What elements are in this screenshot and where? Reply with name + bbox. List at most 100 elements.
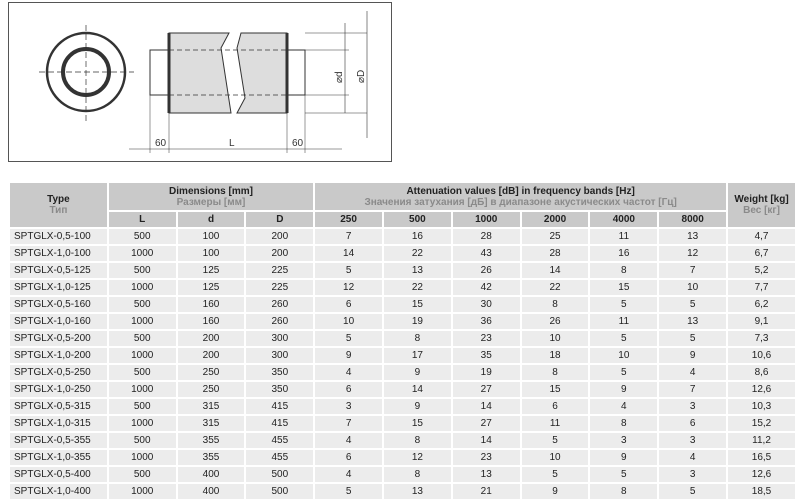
value-cell: 415	[244, 397, 316, 416]
value-cell: 1000	[106, 244, 178, 263]
value-cell: 28	[519, 244, 591, 263]
value-cell: 1000	[106, 346, 178, 365]
type-cell: SPTGLX-1,0-200	[8, 346, 109, 365]
value-cell: 8	[588, 414, 660, 433]
value-cell: 260	[244, 312, 316, 331]
value-cell: 5	[588, 295, 660, 314]
header-weight: Weight [kg] Вес [кг]	[726, 181, 797, 229]
value-cell: 19	[382, 312, 453, 331]
value-cell: 13	[657, 312, 729, 331]
value-cell: 500	[244, 482, 316, 501]
table-row: SPTGLX-0,5-100 500 100 200 7 16 28 25 11 13 4,7	[8, 227, 797, 246]
value-cell: 16,5	[726, 448, 797, 467]
value-cell: 10,6	[726, 346, 797, 365]
value-cell: 355	[175, 431, 247, 450]
value-cell: 7	[313, 227, 384, 246]
value-cell: 315	[175, 414, 247, 433]
value-cell: 12	[382, 448, 453, 467]
specs-table: Type Тип Dimensions [mm] Размеры [мм] Atte…	[8, 181, 797, 501]
value-cell: 200	[244, 227, 316, 246]
type-cell: SPTGLX-1,0-250	[8, 380, 109, 399]
value-cell: 8	[382, 431, 453, 450]
type-cell: SPTGLX-1,0-400	[8, 482, 109, 501]
value-cell: 12	[657, 244, 729, 263]
value-cell: 21	[450, 482, 522, 501]
subheader-cell: 1000	[450, 210, 522, 229]
value-cell: 8	[382, 329, 453, 348]
value-cell: 13	[382, 482, 453, 501]
type-cell: SPTGLX-1,0-125	[8, 278, 109, 297]
value-cell: 400	[175, 465, 247, 484]
value-cell: 5	[588, 465, 660, 484]
value-cell: 15,2	[726, 414, 797, 433]
value-cell: 500	[106, 261, 178, 280]
value-cell: 11	[588, 312, 660, 331]
value-cell: 27	[450, 414, 522, 433]
value-cell: 26	[450, 261, 522, 280]
value-cell: 300	[244, 329, 316, 348]
value-cell: 25	[519, 227, 591, 246]
header-dimensions: Dimensions [mm] Размеры [мм]	[106, 181, 316, 212]
value-cell: 5	[657, 295, 729, 314]
value-cell: 4	[313, 431, 384, 450]
value-cell: 500	[106, 295, 178, 314]
value-cell: 14	[313, 244, 384, 263]
value-cell: 100	[175, 244, 247, 263]
value-cell: 500	[106, 397, 178, 416]
value-cell: 13	[450, 465, 522, 484]
value-cell: 5	[657, 329, 729, 348]
value-cell: 1000	[106, 312, 178, 331]
value-cell: 14	[519, 261, 591, 280]
value-cell: 160	[175, 312, 247, 331]
value-cell: 8,6	[726, 363, 797, 382]
value-cell: 12	[313, 278, 384, 297]
value-cell: 300	[244, 346, 316, 365]
value-cell: 26	[519, 312, 591, 331]
value-cell: 1000	[106, 448, 178, 467]
value-cell: 4,7	[726, 227, 797, 246]
value-cell: 9	[382, 397, 453, 416]
table-row: SPTGLX-1,0-200 1000 200 300 9 17 35 18 10 9 10,6	[8, 346, 797, 365]
value-cell: 15	[382, 295, 453, 314]
table-row: SPTGLX-1,0-315 1000 315 415 7 15 27 11 8 6 15,2	[8, 414, 797, 433]
table-row: SPTGLX-1,0-125 1000 125 225 12 22 42 22 15 10 7,7	[8, 278, 797, 297]
value-cell: 500	[106, 465, 178, 484]
value-cell: 7	[313, 414, 384, 433]
value-cell: 1000	[106, 278, 178, 297]
value-cell: 14	[382, 380, 453, 399]
value-cell: 42	[450, 278, 522, 297]
type-cell: SPTGLX-0,5-200	[8, 329, 109, 348]
value-cell: 6	[313, 295, 384, 314]
dim-outer-diameter: ⌀D	[356, 70, 367, 83]
type-cell: SPTGLX-1,0-100	[8, 244, 109, 263]
value-cell: 3	[313, 397, 384, 416]
value-cell: 16	[382, 227, 453, 246]
table-row: SPTGLX-1,0-160 1000 160 260 10 19 36 26 11 13 9,1	[8, 312, 797, 331]
value-cell: 500	[106, 363, 178, 382]
value-cell: 415	[244, 414, 316, 433]
value-cell: 5	[313, 482, 384, 501]
value-cell: 3	[657, 465, 729, 484]
value-cell: 9	[382, 363, 453, 382]
value-cell: 250	[175, 380, 247, 399]
value-cell: 3	[657, 397, 729, 416]
subheader-cell: 4000	[588, 210, 660, 229]
table-row: SPTGLX-1,0-355 1000 355 455 6 12 23 10 9 4 16,5	[8, 448, 797, 467]
value-cell: 225	[244, 261, 316, 280]
value-cell: 36	[450, 312, 522, 331]
value-cell: 16	[588, 244, 660, 263]
value-cell: 8	[382, 465, 453, 484]
table-row: SPTGLX-0,5-355 500 355 455 4 8 14 5 3 3 11,2	[8, 431, 797, 450]
table-row: SPTGLX-0,5-160 500 160 260 6 15 30 8 5 5 6,2	[8, 295, 797, 314]
end-view	[39, 25, 134, 121]
value-cell: 15	[382, 414, 453, 433]
dim-length: L	[229, 138, 235, 149]
value-cell: 9	[657, 346, 729, 365]
value-cell: 11	[519, 414, 591, 433]
value-cell: 4	[588, 397, 660, 416]
value-cell: 10	[313, 312, 384, 331]
value-cell: 125	[175, 278, 247, 297]
value-cell: 5	[519, 465, 591, 484]
value-cell: 5	[313, 261, 384, 280]
type-cell: SPTGLX-0,5-400	[8, 465, 109, 484]
